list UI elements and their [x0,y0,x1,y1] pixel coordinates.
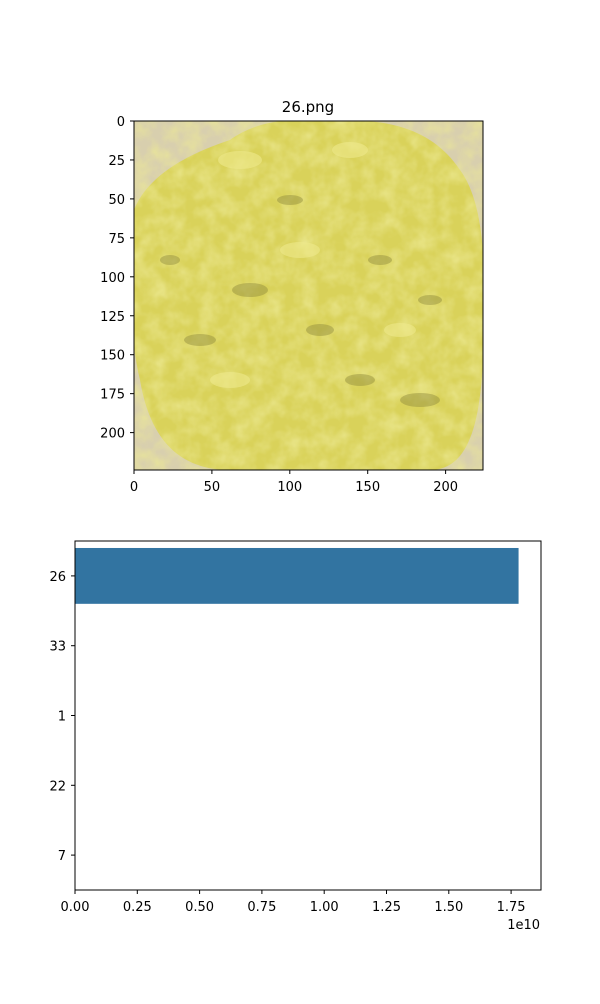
x-tick-label: 100 [277,480,302,495]
highlight-patch [210,372,250,388]
image-x-ticks: 0 50 100 150 200 [130,470,458,495]
shadow-patch [368,255,392,265]
y-tick-label: 1 [58,710,66,725]
x-tick-label: 1.25 [372,900,401,915]
shadow-patch [345,374,375,386]
x-tick-label: 0.75 [247,900,276,915]
food-photo [134,121,483,470]
shadow-patch [277,195,303,205]
y-tick-label: 22 [49,779,66,794]
shadow-patch [232,283,268,297]
y-tick-label: 175 [100,388,125,403]
x-tick-label: 0 [130,480,138,495]
x-tick-label: 0.25 [123,900,152,915]
image-y-ticks: 0 25 50 75 100 125 150 175 200 [100,115,134,442]
y-tick-label: 125 [100,310,125,325]
x-tick-label: 50 [204,480,221,495]
highlight-patch [332,142,368,158]
shadow-patch [400,393,440,407]
x-tick-label: 0.50 [185,900,214,915]
y-tick-label: 100 [100,271,125,286]
y-tick-label: 7 [58,849,66,864]
shadow-patch [184,334,216,346]
shadow-patch [418,295,442,305]
bar-axes: 0.00 0.25 0.50 0.75 1.00 1.25 1.50 1.75 26 33 1 22… [49,540,542,933]
image-axes: 26.png 0 50 100 150 200 0 25 50 75 100 125 150 175 2… [100,98,484,495]
highlight-patch [384,323,416,337]
image-title: 26.png [282,98,334,116]
y-tick-label: 50 [108,193,125,208]
y-tick-label: 25 [108,154,125,169]
y-tick-label: 200 [100,427,125,442]
x-tick-label: 200 [433,480,458,495]
x-tick-label: 150 [355,480,380,495]
y-tick-label: 0 [117,115,125,130]
x-tick-label: 0.00 [61,900,90,915]
y-tick-label: 33 [49,640,66,655]
highlight-patch [218,151,262,169]
bar [75,547,519,604]
shadow-patch [160,255,180,265]
x-tick-label: 1.75 [497,900,526,915]
y-tick-label: 150 [100,349,125,364]
x-offset-label: 1e10 [507,918,540,933]
x-tick-label: 1.50 [434,900,463,915]
y-tick-label: 75 [108,232,125,247]
shadow-patch [306,324,334,336]
bar-x-ticks: 0.00 0.25 0.50 0.75 1.00 1.25 1.50 1.75 [61,890,526,915]
highlight-patch [280,242,320,258]
bar-y-ticks: 26 33 1 22 7 [49,570,75,864]
x-tick-label: 1.00 [310,900,339,915]
y-tick-label: 26 [49,570,66,585]
